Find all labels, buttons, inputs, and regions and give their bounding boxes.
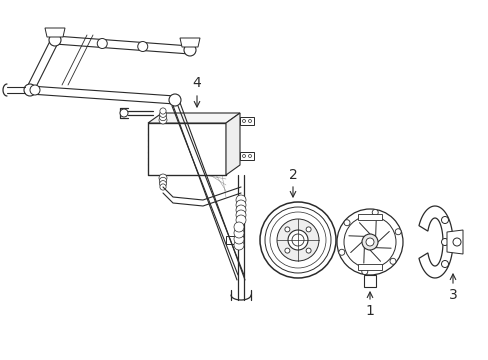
Circle shape (242, 120, 245, 122)
Circle shape (441, 261, 447, 267)
Circle shape (285, 248, 289, 253)
Circle shape (234, 240, 244, 250)
Circle shape (236, 195, 245, 205)
Circle shape (361, 234, 377, 250)
Circle shape (49, 34, 61, 46)
Circle shape (159, 181, 166, 188)
Text: 1: 1 (365, 304, 374, 318)
Circle shape (336, 209, 402, 275)
Polygon shape (180, 38, 200, 47)
Circle shape (305, 248, 310, 253)
Circle shape (159, 113, 166, 121)
Circle shape (234, 234, 244, 244)
Circle shape (24, 84, 36, 96)
Circle shape (160, 108, 166, 114)
Circle shape (269, 212, 325, 268)
Polygon shape (446, 230, 462, 254)
Circle shape (159, 174, 167, 182)
Circle shape (305, 227, 310, 232)
Text: 2: 2 (288, 168, 297, 182)
Circle shape (138, 41, 147, 51)
Circle shape (344, 220, 349, 226)
Circle shape (285, 227, 289, 232)
Circle shape (371, 210, 377, 215)
Text: 3: 3 (447, 288, 456, 302)
Circle shape (264, 207, 330, 273)
Circle shape (234, 222, 244, 232)
Circle shape (234, 228, 244, 238)
Circle shape (236, 215, 245, 225)
Text: 4: 4 (192, 76, 201, 90)
Circle shape (452, 238, 460, 246)
Circle shape (276, 219, 318, 261)
Circle shape (169, 94, 181, 106)
Circle shape (97, 39, 107, 49)
Circle shape (365, 238, 373, 246)
Polygon shape (45, 28, 65, 37)
Circle shape (441, 239, 447, 246)
Circle shape (159, 116, 167, 124)
Circle shape (236, 200, 245, 210)
Circle shape (183, 44, 196, 56)
Circle shape (236, 205, 245, 215)
Polygon shape (357, 214, 381, 220)
Polygon shape (357, 264, 381, 270)
Circle shape (159, 111, 166, 117)
Circle shape (338, 249, 344, 255)
Circle shape (159, 177, 166, 185)
Circle shape (441, 216, 447, 224)
Circle shape (242, 154, 245, 158)
Polygon shape (363, 275, 375, 287)
Polygon shape (148, 113, 240, 123)
Polygon shape (148, 123, 225, 175)
Polygon shape (240, 117, 253, 125)
Circle shape (248, 154, 251, 158)
Polygon shape (225, 113, 240, 175)
Circle shape (361, 269, 367, 275)
Circle shape (287, 230, 307, 250)
Polygon shape (418, 206, 452, 278)
Circle shape (343, 216, 395, 268)
Circle shape (236, 210, 245, 220)
Circle shape (160, 184, 166, 190)
Circle shape (291, 234, 304, 246)
Circle shape (248, 120, 251, 122)
Circle shape (120, 109, 128, 117)
Polygon shape (225, 236, 244, 244)
Circle shape (30, 85, 40, 95)
Polygon shape (240, 152, 253, 160)
Circle shape (394, 229, 400, 235)
Circle shape (389, 258, 395, 264)
Circle shape (260, 202, 335, 278)
